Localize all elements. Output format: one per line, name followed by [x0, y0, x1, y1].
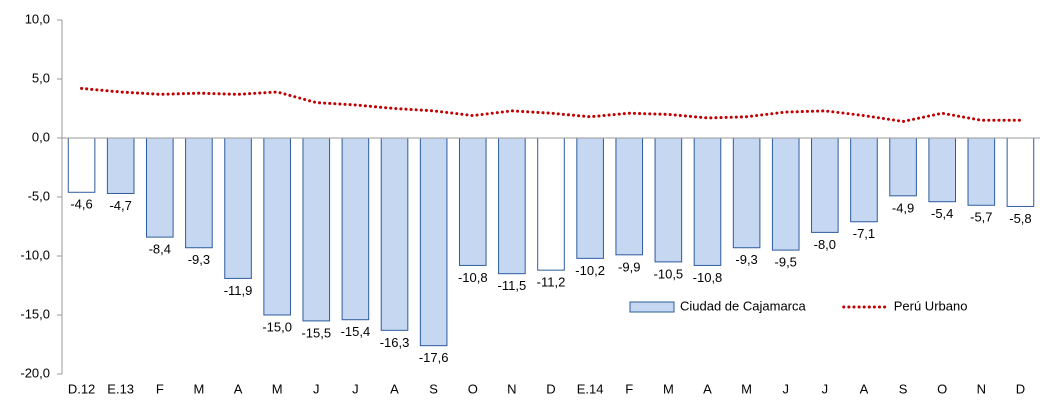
value-label: -8,4 — [149, 242, 171, 257]
x-tick-label: E.14 — [577, 381, 604, 396]
bar — [145, 137, 174, 238]
x-tick-label: E.13 — [107, 381, 134, 396]
legend-swatch — [629, 301, 675, 313]
line — [80, 86, 1022, 124]
x-tick-label: M — [663, 381, 674, 396]
bar — [106, 137, 135, 194]
x-tick-label: A — [703, 381, 712, 396]
value-label: -10,8 — [458, 270, 488, 285]
value-label: -5,7 — [970, 210, 992, 225]
bar — [967, 137, 996, 206]
value-label: -4,9 — [892, 200, 914, 215]
x-tick-label: O — [937, 381, 947, 396]
y-tick-label: -10,0 — [20, 247, 50, 262]
x-tick-label: M — [193, 381, 204, 396]
value-label: -9,5 — [775, 255, 797, 270]
x-tick-label: M — [272, 381, 283, 396]
x-tick-label: O — [468, 381, 478, 396]
bar — [380, 137, 409, 331]
x-tick-label: M — [741, 381, 752, 396]
bar — [889, 137, 917, 197]
legend-label: Perú Urbano — [894, 298, 968, 313]
value-label: -15,5 — [301, 325, 331, 340]
x-tick-label: J — [822, 381, 829, 396]
value-label: -4,7 — [109, 198, 131, 213]
value-label: -11,2 — [537, 275, 566, 290]
x-tick-label: J — [782, 381, 789, 396]
bar — [537, 137, 565, 271]
value-label: -9,3 — [735, 252, 757, 267]
x-tick-label: N — [977, 381, 986, 396]
bar — [576, 137, 604, 259]
bar — [928, 137, 957, 203]
x-tick-label: D — [1016, 381, 1025, 396]
value-label: -10,2 — [575, 263, 605, 278]
value-label: -9,9 — [618, 259, 640, 274]
x-tick-label: A — [860, 381, 869, 396]
value-label: -9,3 — [188, 252, 210, 267]
y-tick-label: -15,0 — [20, 306, 50, 321]
bar — [224, 137, 252, 279]
bar — [419, 137, 448, 347]
x-tick-label: J — [352, 381, 359, 396]
x-tick-label: N — [507, 381, 516, 396]
bar — [67, 137, 96, 193]
bar — [654, 137, 683, 263]
x-tick-label: J — [313, 381, 320, 396]
value-label: -10,5 — [654, 266, 684, 281]
bar — [1006, 137, 1035, 207]
bar — [732, 137, 761, 249]
x-tick-label: D.12 — [68, 381, 95, 396]
y-tick-label: 10,0 — [25, 11, 50, 26]
y-tick-label: -20,0 — [20, 365, 50, 380]
bar — [458, 137, 487, 266]
value-label: -4,6 — [70, 197, 92, 212]
x-tick-label: F — [156, 381, 164, 396]
bar — [615, 137, 644, 256]
y-tick-label: 0,0 — [32, 129, 50, 144]
bar — [498, 137, 526, 275]
x-tick-label: S — [899, 381, 908, 396]
value-label: -15,4 — [341, 324, 371, 339]
bar — [693, 137, 722, 266]
bar — [341, 137, 370, 321]
x-tick-label: D — [546, 381, 555, 396]
value-label: -5,8 — [1009, 211, 1031, 226]
bar — [185, 137, 213, 249]
y-tick-label: 5,0 — [32, 70, 50, 85]
bar — [263, 137, 291, 316]
bar — [850, 137, 878, 223]
value-label: -17,6 — [419, 350, 449, 365]
value-label: -10,8 — [693, 270, 723, 285]
value-label: -7,1 — [853, 226, 875, 241]
value-label: -16,3 — [380, 335, 410, 350]
value-label: -11,9 — [224, 283, 253, 298]
bar — [302, 137, 331, 322]
x-tick-label: A — [390, 381, 399, 396]
x-tick-label: F — [625, 381, 633, 396]
bar — [771, 137, 800, 251]
x-tick-label: A — [234, 381, 243, 396]
value-label: -5,4 — [931, 206, 953, 221]
value-label: -8,0 — [814, 237, 836, 252]
x-tick-label: S — [429, 381, 438, 396]
value-label: -15,0 — [262, 319, 292, 334]
bar — [811, 137, 839, 233]
legend-label: Ciudad de Cajamarca — [680, 298, 807, 313]
value-label: -11,5 — [498, 278, 527, 293]
y-tick-label: -5,0 — [28, 188, 50, 203]
